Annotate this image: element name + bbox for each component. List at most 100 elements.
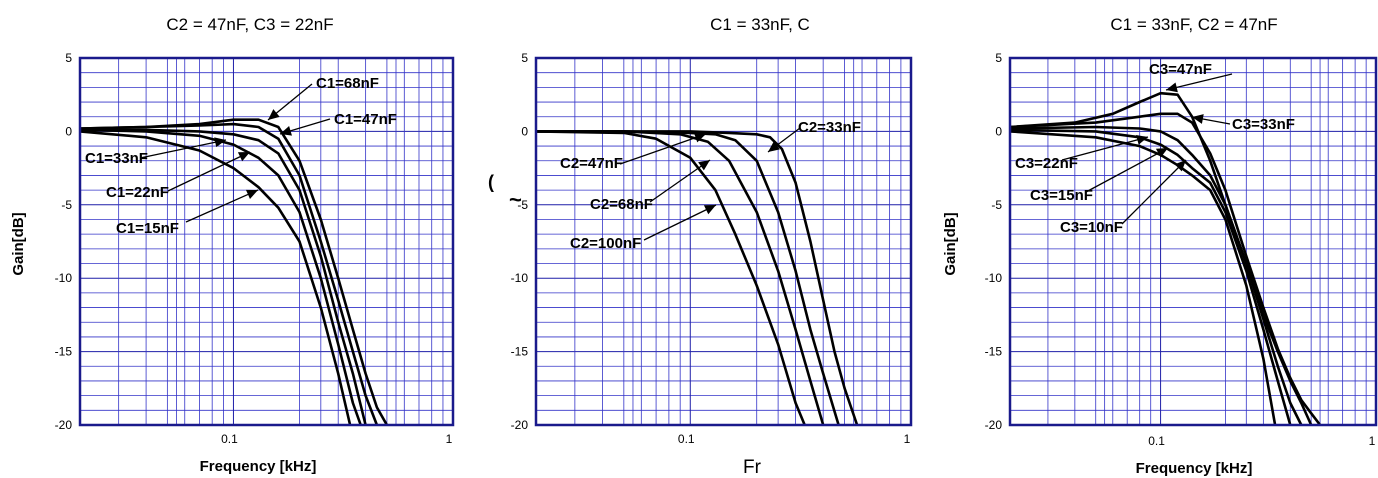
x-tick-label: 1 [904,432,911,446]
plot-frame [78,56,455,427]
y-tick-label: -10 [985,271,1003,285]
label-arrow [139,139,227,159]
x-axis-label: Fr [743,457,762,478]
label-arrow [185,189,259,223]
x-tick-labels: 0.1 1 [221,432,453,446]
curve-label: C2=68nF [590,196,653,213]
arrowhead [768,141,780,152]
chart-panel-c3-variation: C1 = 33nF, C2 = 47nF 50-5-10-15-20 0.1 1 … [942,15,1378,477]
y-tick-label: -15 [55,345,73,359]
chart-title: C2 = 47nF, C3 = 22nF [166,15,333,34]
y-tick-label: -15 [985,345,1003,359]
arrowhead [214,137,226,148]
y-tick-label: -5 [517,198,528,212]
chart-title: C1 = 33nF, C2 = 47nF [1110,15,1277,34]
plot-frame [534,56,913,427]
arrowhead [1155,148,1168,158]
curves [1009,91,1322,426]
curve-c1-15nf [79,130,352,426]
stray-mark-1: ( [488,172,494,192]
curve-label: C3=47nF [1149,61,1212,78]
curve-label: C1=33nF [85,150,148,167]
y-tick-label: 5 [521,51,528,65]
y-tick-labels: 5 0 -5 -10 -15 -20 [511,51,529,432]
curve-labels: C3=47nF C3=33nF C3=22nF C3=15nF C3=10nF [1015,61,1295,236]
y-axis-label: Gain[dB] [942,212,959,275]
stray-mark-2: ~ [509,187,522,212]
x-tick-label: 1 [1369,434,1376,448]
y-tick-label: -5 [61,198,72,212]
curve-c2-100nf [535,130,806,426]
arrowhead [693,132,706,143]
y-tick-label: -10 [511,271,529,285]
label-arrow [619,133,707,165]
y-tick-label: -20 [55,418,73,432]
curve-c1-33nf [80,128,367,426]
curve-c3-15nf [1009,128,1292,426]
arrowhead [703,205,716,215]
y-tick-labels: 5 0 -5 -10 -15 -20 [985,51,1003,432]
arrowhead [1136,135,1148,145]
arrowhead [1166,82,1178,93]
chart-title: C1 = 33nF, C [710,15,810,34]
curve-label: C2=100nF [570,235,641,252]
curve-label: C2=33nF [798,119,861,136]
y-tick-label: 5 [65,51,72,65]
curve-label: C3=10nF [1060,219,1123,236]
y-tick-label: -15 [511,345,529,359]
y-tick-label: 0 [995,124,1002,138]
curve-label: C1=22nF [106,184,169,201]
arrowhead [268,109,280,120]
curves [535,130,859,426]
grid [1010,57,1376,426]
x-tick-labels: 0.1 1 [1148,434,1375,448]
x-tick-label: 0.1 [221,432,238,446]
arrowhead [1192,114,1204,124]
y-axis-label: Gain[dB] [10,212,27,275]
y-tick-label: -10 [55,271,73,285]
curve-label: C3=33nF [1232,116,1295,133]
curve-labels: C2=33nF C2=47nF C2=68nF C2=100nF [560,119,861,252]
y-tick-label: -20 [511,418,529,432]
chart-panel-c2-variation: C1 = 33nF, C 50-5-10-15-20 0.1 1 C2=33nFC… [488,15,913,478]
x-tick-label: 0.1 [678,432,695,446]
y-tick-label: 0 [65,124,72,138]
label-arrow [1121,159,1187,225]
label-arrow [649,159,711,203]
label-arrow [167,151,251,192]
curve-label: C1=68nF [316,75,379,92]
chart-panel-c1-variation: C2 = 47nF, C3 = 22nF 50-5-10-15-20 0.1 1 … [10,15,455,475]
y-tick-label: 5 [995,51,1002,65]
y-tick-labels: 5 0 -5 -10 -15 -20 [55,51,73,432]
arrowhead [1174,160,1186,172]
y-tick-label: -20 [985,418,1003,432]
curve-c1-68nf [79,118,389,426]
x-tick-label: 0.1 [1148,434,1165,448]
curve-label: C3=22nF [1015,155,1078,172]
curve-c1-47nf [79,122,379,426]
arrowhead [245,189,258,200]
label-arrow [1085,147,1169,193]
curve-c2-33nf [536,130,859,426]
arrowhead [280,126,292,136]
curve-c3-22nf [1009,125,1303,426]
y-tick-label: -5 [991,198,1002,212]
grid [80,57,453,426]
x-axis-label: Frequency [kHz] [200,458,317,475]
plot-frame [1008,56,1378,427]
arrowhead [698,160,710,171]
curve-c3-33nf [1009,112,1322,426]
curve-c1-22nf [79,128,362,426]
label-arrow [1061,136,1149,161]
curve-label: C1=15nF [116,220,179,237]
curve-c2-68nf [536,130,825,426]
curves [79,118,389,426]
x-tick-labels: 0.1 1 [678,432,911,446]
arrowhead [237,152,250,162]
curve-label: C1=47nF [334,111,397,128]
curve-label: C2=47nF [560,155,623,172]
curve-labels: C1=68nF C1=47nF C1=33nF C1=22nF C1=15nF [85,75,397,237]
curve-label: C3=15nF [1030,187,1093,204]
x-tick-label: 1 [446,432,453,446]
